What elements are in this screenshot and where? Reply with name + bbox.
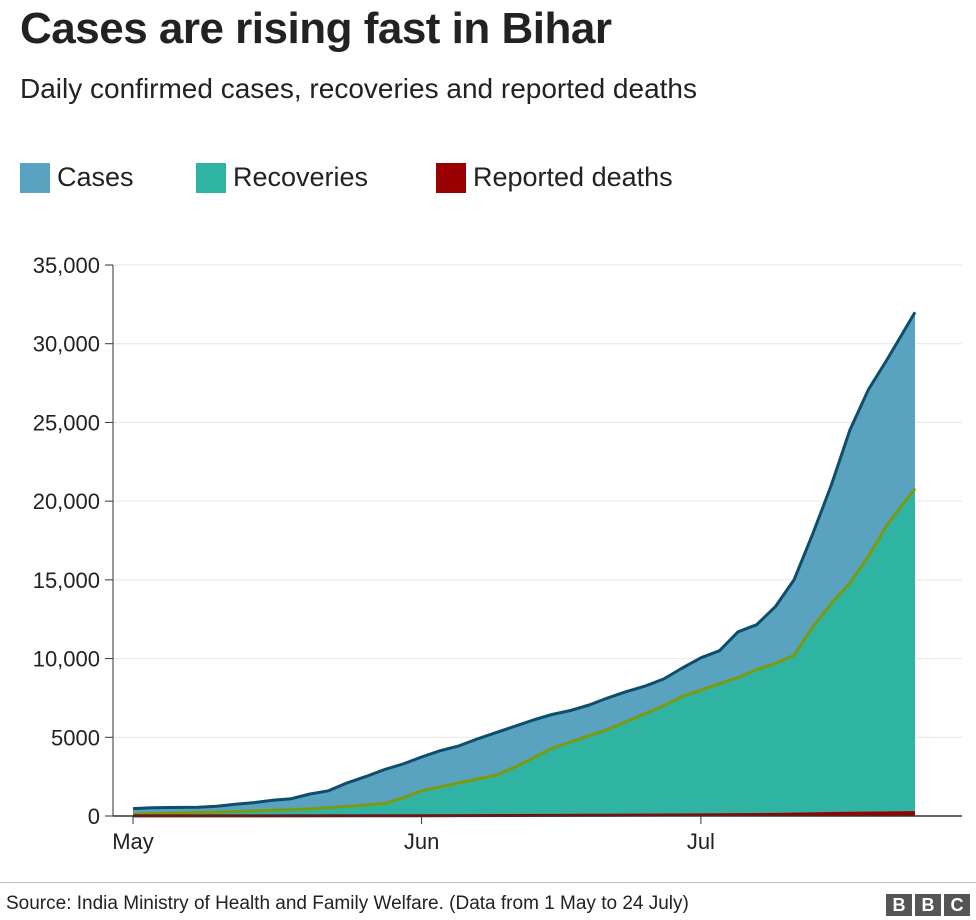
legend-swatch-cases bbox=[20, 162, 50, 193]
y-tick-label: 30,000 bbox=[33, 332, 100, 357]
x-tick-label: Jul bbox=[687, 829, 715, 854]
legend-swatch-deaths bbox=[436, 162, 466, 193]
series-area-recoveries bbox=[133, 488, 915, 816]
x-tick-label: May bbox=[112, 829, 154, 854]
area-chart: 0 5000 10,000 15,000 20,000 25,000 30,000 35,00… bbox=[33, 253, 962, 854]
axes: 0 5000 10,000 15,000 20,000 25,000 30,000 35,00… bbox=[33, 253, 962, 854]
y-tick-label: 15,000 bbox=[33, 568, 100, 593]
legend-label-cases: Cases bbox=[57, 162, 134, 192]
x-tick-label: Jun bbox=[404, 829, 439, 854]
legend-label-deaths: Reported deaths bbox=[473, 162, 673, 192]
source-note: Source: India Ministry of Health and Fam… bbox=[6, 893, 689, 914]
legend-label-recoveries: Recoveries bbox=[233, 162, 369, 192]
y-tick-label: 20,000 bbox=[33, 489, 100, 514]
series-areas bbox=[132, 311, 917, 818]
y-tick-label: 5000 bbox=[51, 725, 100, 750]
legend-item-recoveries: Recoveries bbox=[196, 162, 368, 193]
series-line-recoveries bbox=[132, 487, 917, 816]
bbc-logo-letter: B bbox=[886, 894, 912, 916]
y-tick-label: 0 bbox=[88, 804, 100, 829]
y-tick-label: 35,000 bbox=[33, 253, 100, 278]
bbc-logo: B B C bbox=[886, 894, 970, 916]
bbc-logo-letter: C bbox=[944, 894, 970, 916]
bbc-logo-letter: B bbox=[915, 894, 941, 916]
y-tick-label: 25,000 bbox=[33, 410, 100, 435]
legend-item-cases: Cases bbox=[20, 162, 134, 193]
y-tick-label: 10,000 bbox=[33, 647, 100, 672]
legend-swatch-recoveries bbox=[196, 162, 226, 193]
chart-title: Cases are rising fast in Bihar bbox=[20, 4, 612, 53]
chart-subtitle: Daily confirmed cases, recoveries and re… bbox=[20, 73, 698, 104]
series-line-cases bbox=[132, 311, 917, 811]
footer-divider bbox=[0, 882, 976, 883]
legend-item-deaths: Reported deaths bbox=[436, 162, 673, 193]
